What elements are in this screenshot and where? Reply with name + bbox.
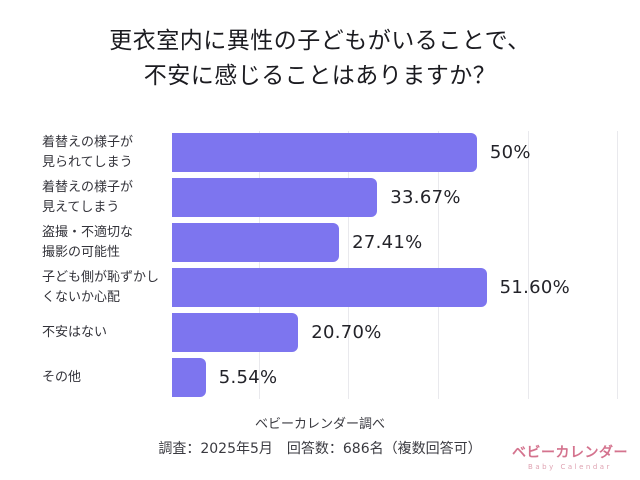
plot-cell: 51.60% [172,265,622,310]
category-label-line: 撮影の可能性 [42,244,121,260]
bar [172,268,487,307]
category-label-line: 着替えの様子が [42,134,134,150]
bar [172,133,477,172]
value-label: 51.60% [499,277,571,298]
category-label-line: 見られてしまう [42,154,133,170]
category-label-line: 着替えの様子が [42,179,134,195]
category-label-line: 見えてしまう [42,199,120,215]
gridlines [172,131,622,399]
value-label: 5.54% [218,367,278,388]
plot-cell: 27.41% [172,220,622,265]
gridline [527,131,529,399]
category-label: 着替えの様子が 見られてしまう [0,133,172,173]
category-label-line: 子ども側が恥ずかし [42,269,160,285]
plot-cell: 33.67% [172,175,622,220]
footer: ベビーカレンダー調べ 調査：2025年5月 回答数：686名（複数回答可） [0,416,640,458]
category-label-line: 不安はない [42,324,108,340]
value-label: 27.41% [352,232,423,253]
bar [172,178,378,217]
baby-calendar-logo: ベビーカレンダー Baby Calendar [512,445,628,472]
value-label: 33.67% [390,187,461,208]
chart-row: 盗撮・不適切な 撮影の可能性 27.41% [0,220,640,265]
footer-survey-info: 調査：2025年5月 回答数：686名（複数回答可） [158,441,482,457]
gridline [617,131,619,399]
value-label: 20.70% [311,322,382,343]
category-label: 子ども側が恥ずかし くないか心配 [0,268,172,308]
category-label: 着替えの様子が 見えてしまう [0,178,172,218]
plot-cell: 20.70% [172,310,622,355]
plot-cell: 50% [172,130,622,175]
category-label: その他 [0,368,172,388]
chart-row: 不安はない 20.70% [0,310,640,355]
bar-chart: 着替えの様子が 見られてしまう 50% 着替えの様子が 見えてしまう 33.67% 盗撮・不… [0,130,640,400]
category-label-line: 盗撮・不適切な [42,224,134,240]
bar [172,313,299,352]
gridline [258,131,260,399]
gridline [437,131,439,399]
chart-title: 更衣室内に異性の子どもがいることで、 不安に感じることはありますか？ [0,24,640,94]
bar [172,358,206,397]
chart-row: その他 5.54% [0,355,640,400]
bar [172,223,340,262]
logo-text: ベビーカレンダー [512,445,628,461]
category-label: 盗撮・不適切な 撮影の可能性 [0,223,172,263]
category-label: 不安はない [0,323,172,343]
logo-subtext: Baby Calendar [528,463,612,471]
value-label: 50% [489,142,531,163]
chart-row: 着替えの様子が 見られてしまう 50% [0,130,640,175]
gridline [348,131,350,399]
chart-title-line1: 更衣室内に異性の子どもがいることで、 [109,28,531,54]
chart-title-line2: 不安に感じることはありますか？ [143,63,497,89]
category-label-line: くないか心配 [42,289,121,305]
category-label-line: その他 [42,369,82,385]
footer-source: ベビーカレンダー調べ [254,417,385,432]
chart-row: 着替えの様子が 見えてしまう 33.67% [0,175,640,220]
chart-rows: 着替えの様子が 見られてしまう 50% 着替えの様子が 見えてしまう 33.67% 盗撮・不… [0,130,640,400]
plot-cell: 5.54% [172,355,622,400]
chart-row: 子ども側が恥ずかし くないか心配 51.60% [0,265,640,310]
